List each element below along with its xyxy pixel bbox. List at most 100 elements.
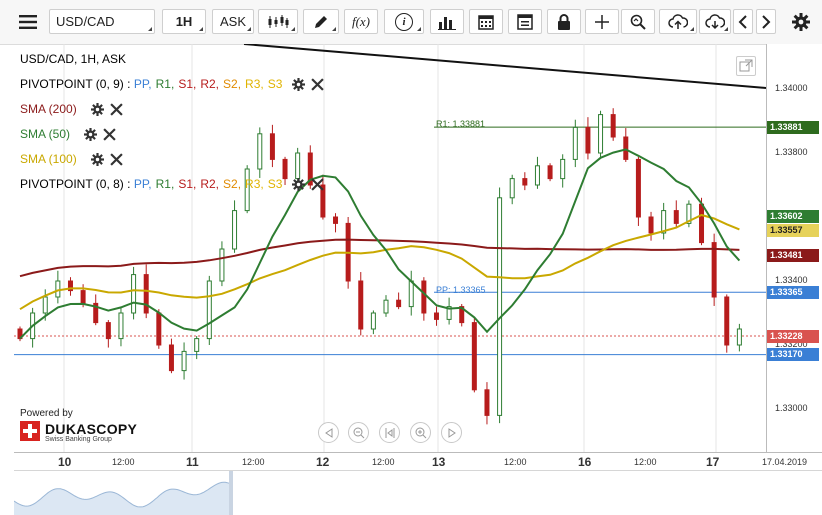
indicators-button[interactable]: f(x) [344, 9, 378, 34]
dukascopy-logo[interactable]: DUKASCOPY Swiss Banking Group [20, 421, 137, 445]
time-tick-label: 11 [186, 455, 199, 469]
info-button[interactable]: i [384, 9, 424, 34]
dropdown-corner-icon [247, 27, 251, 31]
zoom-in-icon [415, 427, 426, 438]
candle-body [648, 216, 654, 234]
zoom-button[interactable] [621, 9, 655, 34]
side-selector[interactable]: ASK [212, 9, 254, 34]
gear-icon[interactable] [90, 152, 104, 166]
candle-body [93, 302, 99, 324]
candle-body [686, 203, 692, 224]
dropdown-corner-icon [148, 27, 152, 31]
cloud-upload-icon [668, 13, 688, 29]
instrument-selector[interactable]: USD/CAD [49, 9, 155, 34]
pan-left-button[interactable] [318, 422, 339, 443]
download-button[interactable] [699, 9, 731, 34]
close-icon[interactable] [110, 102, 123, 116]
powered-by-text: Powered by [20, 408, 73, 419]
price-tag: 1.33228 [767, 329, 819, 343]
drawing-tools-button[interactable] [303, 9, 339, 34]
settings-button[interactable] [788, 9, 814, 34]
report-button[interactable] [508, 9, 542, 34]
hamburger-menu-icon[interactable] [14, 9, 42, 34]
close-icon[interactable] [110, 152, 123, 166]
candle-body [699, 203, 705, 244]
candle-body [168, 344, 174, 372]
pivot-level-label: S3 [267, 77, 283, 91]
price-tag: 1.33557 [767, 224, 819, 238]
scroll-left-button[interactable] [733, 9, 753, 34]
price-tag: 1.33170 [767, 348, 819, 362]
time-axis[interactable]: 10 12:00 11 12:00 12 12:00 13 12:00 16 12:00 17 17.… [14, 452, 822, 471]
chart-title: USD/CAD, 1H, ASK [20, 52, 127, 66]
candle-body [67, 280, 73, 292]
time-tick-label: 12:00 [242, 457, 265, 467]
candle-body [459, 306, 465, 324]
fullscreen-button[interactable] [736, 56, 756, 76]
gear-icon [792, 12, 810, 31]
close-icon[interactable] [103, 127, 116, 141]
candle-type-button[interactable] [258, 9, 298, 34]
candle-body [598, 114, 604, 154]
price-tick-label: 1.34000 [775, 83, 808, 93]
candle-body [105, 322, 111, 340]
pivot-level-label: R3, [245, 177, 264, 191]
candle-body [534, 165, 540, 186]
crosshair-button[interactable] [585, 9, 619, 34]
timeframe-selector[interactable]: 1H [162, 9, 206, 34]
candle-body [408, 280, 414, 308]
pivot-name: PIVOTPOINT (0, 8) [20, 177, 124, 191]
reset-view-button[interactable] [379, 422, 400, 443]
pivot-level-label: S1, [178, 177, 197, 191]
price-chart[interactable] [14, 44, 766, 452]
r1-level-label: R1: 1.33881 [436, 119, 486, 129]
close-icon[interactable] [311, 77, 325, 91]
scroll-right-button[interactable] [756, 9, 776, 34]
gear-icon[interactable] [292, 177, 306, 191]
gear-icon[interactable] [84, 127, 98, 141]
gear-icon[interactable] [90, 102, 104, 116]
info-icon: i [395, 12, 413, 31]
close-icon[interactable] [311, 177, 325, 191]
time-tick-label: 17.04.2019 [762, 457, 808, 467]
price-tag: 1.33481 [767, 248, 819, 262]
pivot-level-label: S3 [267, 177, 283, 191]
time-tick-label: 10 [58, 455, 72, 469]
pan-right-button[interactable] [441, 422, 462, 443]
candle-body [295, 152, 301, 180]
gear-icon[interactable] [292, 77, 306, 91]
time-tick-label: 12:00 [112, 457, 135, 467]
price-tick-label: 1.33800 [775, 147, 808, 157]
candle-body [661, 210, 667, 234]
pivot-level-label: R1, [155, 77, 175, 91]
volume-button[interactable] [430, 9, 464, 34]
navigator-overview[interactable] [14, 470, 822, 515]
chevron-left-icon [738, 14, 747, 29]
report-icon [517, 13, 533, 30]
price-axis[interactable]: 1.340001.338001.336001.334001.332001.330… [766, 44, 822, 452]
legend-title: USD/CAD, 1H, ASK [20, 52, 126, 66]
chevron-right-icon [762, 14, 771, 29]
candle-body [736, 328, 742, 346]
sma50-line [19, 148, 741, 340]
candle-body [547, 165, 553, 180]
pivot-level-label: S2, [223, 177, 242, 191]
candle-body [471, 322, 477, 391]
calendar-button[interactable] [469, 9, 503, 34]
candle-body [219, 248, 225, 282]
candle-body [244, 168, 250, 212]
candle-body [585, 126, 591, 154]
triangle-left-icon [324, 427, 332, 438]
candle-body [181, 350, 187, 372]
lock-button[interactable] [547, 9, 581, 34]
function-icon: f(x) [351, 13, 371, 29]
zoom-out-button[interactable] [348, 422, 369, 443]
zoom-in-button[interactable] [410, 422, 431, 443]
pivot-level-label: R3, [245, 77, 264, 91]
price-tag: 1.33881 [767, 120, 819, 134]
candle-body [484, 389, 490, 416]
candle-body [143, 274, 149, 314]
upload-button[interactable] [659, 9, 697, 34]
lock-icon [558, 13, 570, 30]
navigator-window-handle[interactable] [229, 471, 233, 515]
